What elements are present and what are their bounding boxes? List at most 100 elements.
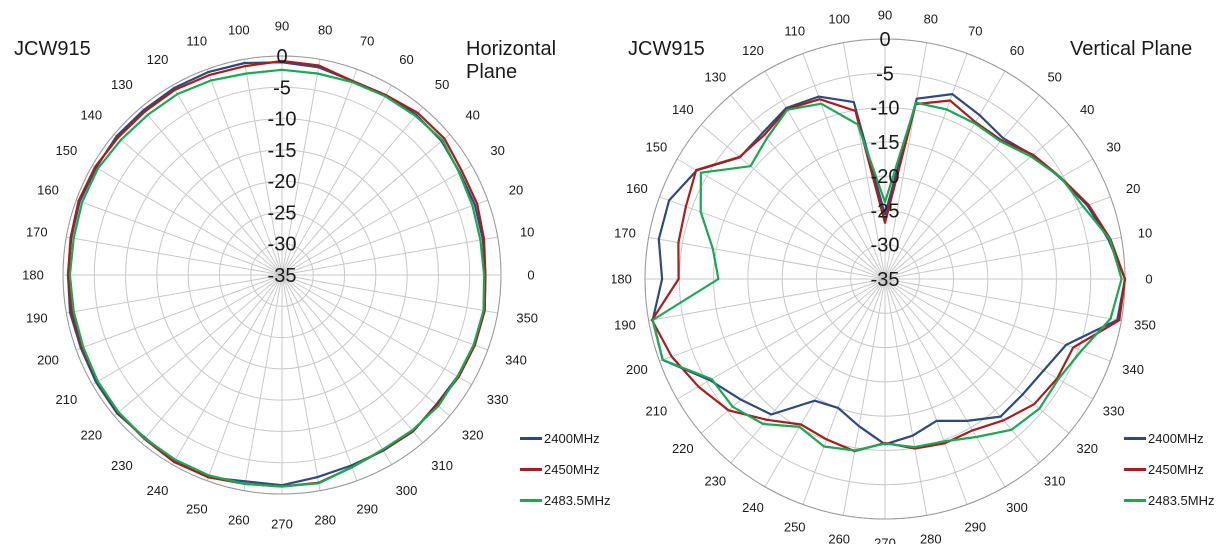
angle-tick-label: 20	[1126, 181, 1140, 196]
vertical-plane-panel: 0 10 20 30 40 50 60 70 80 90 100 110 120 130 140 150 160…	[612, 0, 1221, 544]
grid-spoke	[113, 274, 283, 417]
angle-tick-label: 310	[431, 458, 453, 473]
angle-tick-label: 350	[1134, 317, 1156, 332]
grid-spoke	[66, 274, 283, 314]
angle-tick-label: 350	[516, 311, 538, 326]
angle-tick-label: 70	[360, 34, 374, 49]
angle-tick-label: 210	[56, 392, 78, 407]
angle-tick-label: 300	[396, 483, 418, 498]
legend-swatch	[520, 437, 542, 440]
angle-tick-label: 110	[784, 23, 805, 38]
grid-spoke	[281, 274, 472, 385]
angle-tick-label: 310	[1044, 474, 1066, 489]
angle-tick-label: 240	[742, 500, 764, 515]
angle-tick-label: 220	[80, 428, 102, 443]
angle-tick-label: 220	[672, 441, 694, 456]
angle-tick-label: 180	[22, 268, 44, 283]
angle-tick-label: 230	[704, 474, 726, 489]
angle-tick-label: 320	[462, 428, 484, 443]
grid-spoke	[764, 70, 886, 280]
angle-tick-label: 260	[228, 513, 250, 528]
angle-tick-label: 330	[487, 392, 509, 407]
grid-spoke	[884, 124, 1070, 280]
angle-tick-label: 240	[147, 483, 169, 498]
grid-spoke	[243, 59, 283, 276]
angle-tick-label: 100	[828, 12, 850, 27]
grid-spoke	[281, 274, 358, 481]
grid-spoke	[113, 133, 283, 276]
radial-tick-label: -5	[876, 63, 894, 85]
legend-item: 2400MHz	[520, 423, 610, 454]
legend-label: 2400MHz	[1148, 431, 1204, 446]
angle-tick-label: 100	[228, 22, 250, 37]
grid-spoke	[884, 278, 1006, 488]
angle-tick-label: 130	[704, 69, 726, 84]
grid-spoke	[281, 274, 424, 444]
angle-tick-label: 160	[37, 182, 59, 197]
radial-tick-label: -30	[871, 235, 900, 257]
radial-tick-label: -25	[268, 202, 297, 224]
grid-spoke	[281, 274, 321, 491]
grid-spoke	[172, 85, 283, 276]
angle-tick-label: 10	[520, 224, 534, 239]
polar-chart-vertical: 0 10 20 30 40 50 60 70 80 90 100 110 120 130 140 150 160…	[612, 8, 1156, 544]
grid-spoke	[659, 196, 886, 280]
angle-tick-label: 190	[26, 311, 48, 326]
legend: 2400MHz 2450MHz 2483.5MHz	[1124, 423, 1214, 516]
angle-tick-label: 150	[56, 143, 78, 158]
radial-tick-label: -35	[871, 269, 900, 291]
grid-spoke	[92, 274, 283, 385]
grid-spoke	[884, 53, 968, 280]
radial-tick-label: -15	[871, 132, 900, 154]
grid-spoke	[842, 278, 886, 516]
angle-tick-label: 60	[399, 52, 413, 67]
angle-tick-label: 30	[490, 143, 504, 158]
legend-swatch	[1124, 468, 1146, 471]
grid-spoke	[281, 165, 472, 276]
angle-tick-label: 130	[111, 77, 133, 92]
radial-tick-label: -10	[268, 109, 297, 131]
grid-spoke	[648, 236, 886, 280]
angle-tick-label: 340	[1122, 362, 1144, 377]
grid-spoke	[92, 165, 283, 276]
angle-tick-label: 30	[1106, 140, 1120, 155]
angle-tick-label: 60	[1010, 43, 1024, 58]
angle-tick-label: 180	[612, 272, 632, 287]
angle-tick-label: 110	[186, 34, 207, 49]
legend-swatch	[520, 468, 542, 471]
grid-spoke	[281, 274, 392, 465]
angle-tick-label: 0	[527, 268, 534, 283]
grid-spoke	[281, 69, 358, 276]
angle-tick-label: 160	[626, 181, 648, 196]
polar-grid	[644, 38, 1126, 520]
grid-spoke	[281, 274, 451, 417]
angle-tick-label: 90	[275, 19, 289, 34]
legend-swatch	[520, 499, 542, 502]
grid-spoke	[172, 274, 283, 465]
radial-tick-label: -15	[268, 140, 297, 162]
radial-tick-label: -5	[273, 77, 291, 99]
legend-swatch	[1124, 437, 1146, 440]
outer-ring	[62, 55, 502, 495]
legend-item: 2450MHz	[520, 454, 610, 485]
radial-tick-label: -25	[871, 200, 900, 222]
angle-tick-label: 340	[505, 353, 527, 368]
grid-spoke	[206, 69, 283, 276]
grid-spoke	[281, 106, 424, 276]
grid-spoke	[281, 274, 498, 314]
angle-tick-label: 10	[1138, 226, 1152, 241]
grid-spoke	[730, 278, 886, 464]
angle-tick-label: 140	[672, 102, 694, 117]
angle-tick-label: 250	[186, 502, 208, 517]
legend-item: 2450MHz	[1124, 454, 1214, 485]
series-line	[651, 92, 1127, 446]
grid-spoke	[884, 70, 1006, 280]
grid-spoke	[802, 278, 886, 505]
grid-spoke	[243, 274, 283, 491]
legend-item: 2483.5MHz	[520, 485, 610, 516]
angle-tick-label: 320	[1076, 441, 1098, 456]
angle-tick-label: 170	[26, 224, 48, 239]
angle-tick-label: 280	[314, 513, 336, 528]
grid-spoke	[140, 106, 283, 276]
polar-grid	[62, 55, 502, 495]
